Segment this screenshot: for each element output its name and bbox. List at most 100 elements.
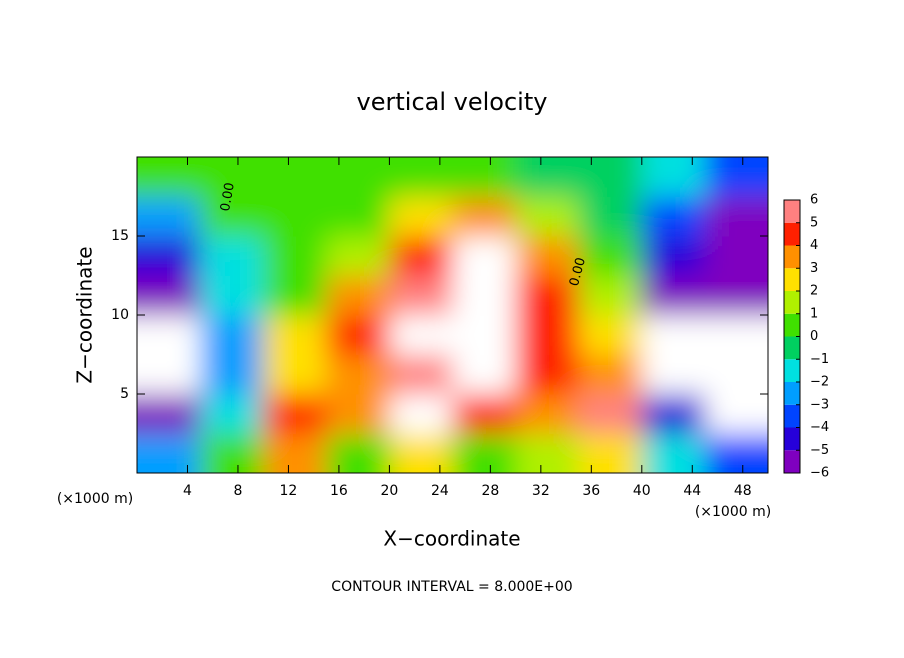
cell xyxy=(263,275,327,316)
cell xyxy=(452,354,517,395)
cell xyxy=(389,433,453,473)
cell xyxy=(452,275,517,316)
x-unit: (×1000 m) xyxy=(695,504,771,520)
x-tick-label: 40 xyxy=(633,483,651,499)
cell xyxy=(452,433,517,473)
cell xyxy=(704,394,768,434)
cell xyxy=(200,157,264,197)
x-tick-label: 24 xyxy=(431,483,449,499)
x-tick-label: 32 xyxy=(532,483,550,499)
cell xyxy=(263,354,327,395)
x-tick-label: 4 xyxy=(183,483,192,499)
cell xyxy=(263,315,327,355)
cell xyxy=(704,196,768,237)
cell xyxy=(641,394,706,434)
cell xyxy=(326,354,390,395)
cell xyxy=(200,236,264,276)
x-axis-label: X−coordinate xyxy=(383,527,520,551)
colorbar-band xyxy=(784,359,800,382)
cell xyxy=(263,236,327,276)
cell xyxy=(515,196,580,237)
x-tick-label: 44 xyxy=(683,483,701,499)
footer: CONTOUR INTERVAL = 8.000E+00 xyxy=(331,579,572,595)
colorbar-label: −1 xyxy=(810,352,829,367)
colorbar-label: 3 xyxy=(810,261,818,276)
colorbar-band xyxy=(784,450,800,473)
colorbar-band xyxy=(784,313,800,337)
cell xyxy=(389,315,453,355)
cell xyxy=(452,394,517,434)
cell xyxy=(137,236,201,276)
cell xyxy=(137,275,201,316)
cells xyxy=(137,157,768,473)
colorbar-band xyxy=(784,268,800,291)
cell xyxy=(263,157,327,197)
cell xyxy=(578,394,643,434)
cell xyxy=(137,315,201,355)
cell xyxy=(641,236,706,276)
cell xyxy=(326,236,390,276)
colorbar-label: 6 xyxy=(810,193,818,208)
x-tick-label: 12 xyxy=(280,483,298,499)
colorbar-band xyxy=(784,336,800,360)
cell xyxy=(200,433,264,473)
cell xyxy=(704,315,768,355)
x-tick-label: 36 xyxy=(582,483,600,499)
colorbar-band xyxy=(784,222,800,246)
cell xyxy=(389,354,453,395)
cell xyxy=(200,196,264,237)
cell xyxy=(389,236,453,276)
x-tick-label: 8 xyxy=(233,483,242,499)
chart-title: vertical velocity xyxy=(357,88,548,116)
cell xyxy=(452,196,517,237)
contour-label: 0.00 xyxy=(218,181,238,212)
colorbar-label: 5 xyxy=(810,215,818,230)
cell xyxy=(326,315,390,355)
colorbar-label: 2 xyxy=(810,284,818,299)
cell xyxy=(704,275,768,316)
cell xyxy=(200,315,264,355)
cell xyxy=(578,236,643,276)
colorbar-band xyxy=(784,427,800,451)
cell xyxy=(200,275,264,316)
x-tick-label: 20 xyxy=(380,483,398,499)
cell xyxy=(641,157,706,197)
cell xyxy=(263,394,327,434)
cell xyxy=(326,275,390,316)
cell xyxy=(137,433,201,473)
cell xyxy=(641,196,706,237)
cell xyxy=(263,196,327,237)
cell xyxy=(578,315,643,355)
x-unit: (×1000 m) xyxy=(57,491,133,507)
cell xyxy=(641,275,706,316)
x-tick-label: 48 xyxy=(734,483,752,499)
contour-label: 0.00 xyxy=(567,256,589,288)
field xyxy=(137,157,768,473)
colorbar-label: 4 xyxy=(810,238,818,253)
colorbar-band xyxy=(784,382,800,405)
cell xyxy=(137,354,201,395)
cell xyxy=(515,157,580,197)
cell xyxy=(326,433,390,473)
cell xyxy=(641,354,706,395)
cell xyxy=(389,157,453,197)
y-tick-label: 15 xyxy=(111,228,129,244)
cell xyxy=(200,394,264,434)
cell xyxy=(326,157,390,197)
cell xyxy=(452,315,517,355)
cell xyxy=(704,157,768,197)
cell xyxy=(515,433,580,473)
colorbar-band xyxy=(784,200,800,223)
colorbar-label: −6 xyxy=(810,466,829,481)
cell xyxy=(641,315,706,355)
y-tick-label: 5 xyxy=(120,386,129,402)
cell xyxy=(137,196,201,237)
cell xyxy=(515,394,580,434)
y-axis-label: Z−coordinate xyxy=(73,246,97,383)
cell xyxy=(578,354,643,395)
cell xyxy=(515,354,580,395)
cell xyxy=(578,196,643,237)
colorbar-label: −2 xyxy=(810,375,829,390)
cell xyxy=(137,394,201,434)
